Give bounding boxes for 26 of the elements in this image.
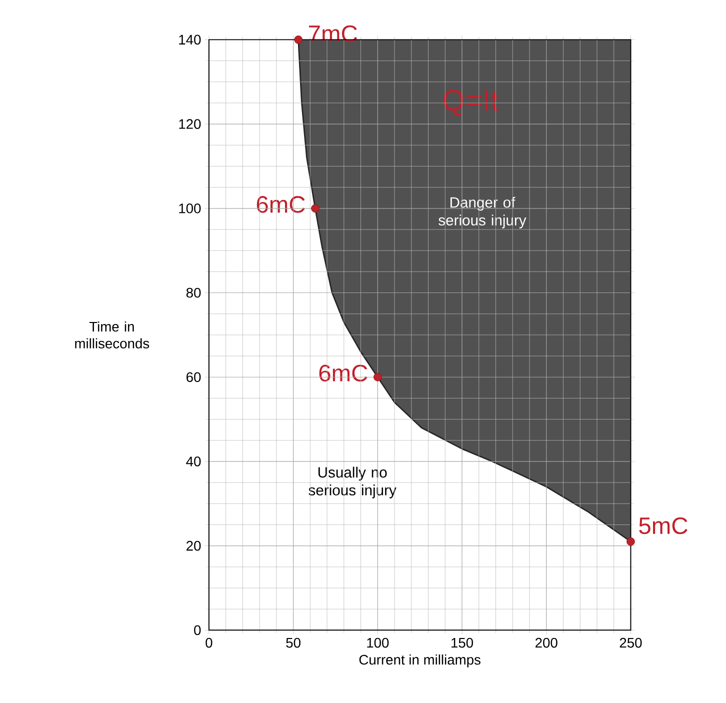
x-tick-label: 150 bbox=[452, 638, 474, 648]
annotation: Usually no serious injury bbox=[308, 466, 396, 499]
x-axis-title: Current in milliamps bbox=[359, 654, 480, 668]
x-tick-label: 100 bbox=[367, 638, 389, 648]
point bbox=[626, 538, 635, 546]
annotation: 5mC bbox=[639, 518, 688, 534]
y-tick-label: 120 bbox=[179, 119, 201, 130]
y-tick-label: 40 bbox=[186, 456, 201, 467]
y-tick-label: 80 bbox=[186, 288, 201, 298]
y-tick-label: 60 bbox=[186, 372, 201, 382]
point bbox=[294, 36, 303, 44]
annotation: 7mC bbox=[309, 26, 358, 42]
annotation: Danger of serious injury bbox=[438, 197, 526, 229]
annotation: 6mC bbox=[319, 364, 368, 382]
x-tick-label: 250 bbox=[620, 638, 642, 648]
point bbox=[311, 204, 320, 213]
annotation: 6mC bbox=[256, 196, 305, 214]
y-tick-label: 140 bbox=[179, 34, 201, 45]
x-tick-label: 0 bbox=[206, 638, 212, 648]
x-tick-label: 50 bbox=[286, 638, 300, 648]
point bbox=[374, 373, 382, 382]
y-tick-label: 100 bbox=[179, 204, 201, 214]
x-tick-label: 200 bbox=[536, 638, 558, 648]
y-axis-title: Time in milliseconds bbox=[75, 322, 150, 349]
y-tick-label: 20 bbox=[186, 541, 201, 551]
y-tick-label: 0 bbox=[194, 625, 201, 636]
